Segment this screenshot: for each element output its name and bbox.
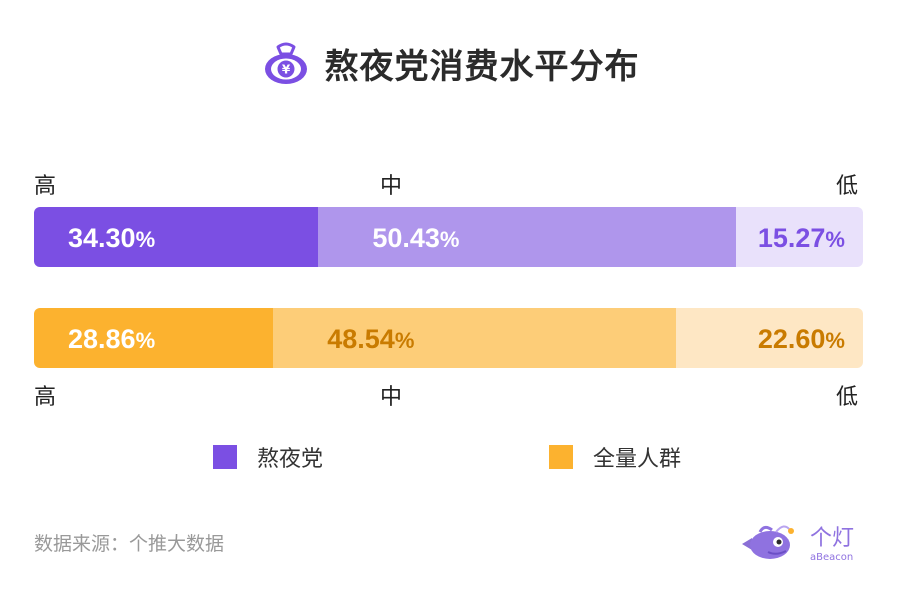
legend-item-series-2: 全量人群 — [549, 441, 681, 473]
legend-swatch-series-2 — [549, 445, 573, 469]
data-source: 数据来源：个推大数据 — [34, 534, 225, 555]
data-label-s2-high: 28.86% — [68, 324, 156, 354]
bottom-label-high: 高 — [34, 384, 57, 409]
data-label-s1-high: 34.30% — [68, 223, 156, 253]
bar-segment-s1-low: 15.27% — [736, 207, 863, 267]
legend-swatch-series-1 — [213, 445, 237, 469]
money-bag-icon: ¥ — [264, 42, 307, 84]
bar-segment-s2-high: 28.86% — [34, 308, 274, 368]
data-label-s2-mid: 48.54% — [327, 324, 415, 354]
abeacon-logo: 个灯 aBeacon — [742, 525, 854, 563]
legend-label-series-2: 全量人群 — [593, 446, 682, 471]
data-label-s1-mid: 50.43% — [372, 223, 460, 253]
data-label-s2-low: 22.60% — [757, 324, 845, 354]
bar-segment-s1-high: 34.30% — [34, 207, 319, 267]
legend-item-series-1: 熬夜党 — [213, 441, 323, 473]
logo-cn-text: 个灯 — [810, 526, 854, 551]
bottom-label-mid: 中 — [380, 384, 403, 409]
svg-text:¥: ¥ — [281, 63, 290, 77]
data-label-s1-low: 15.27% — [757, 223, 845, 253]
bar-segment-s2-mid: 48.54% — [273, 308, 676, 368]
top-label-mid: 中 — [380, 173, 403, 198]
bar-segment-s1-mid: 50.43% — [318, 207, 737, 267]
bottom-label-low: 低 — [836, 384, 859, 409]
bar-segment-s2-low: 22.60% — [675, 308, 863, 368]
legend-label-series-1: 熬夜党 — [257, 446, 324, 471]
logo-en-text: aBeacon — [810, 552, 853, 563]
chart-title: 熬夜党消费水平分布 — [324, 47, 640, 86]
anglerfish-mascot-icon — [742, 525, 794, 559]
bar-series-1: 34.30% 50.43% 15.27% — [34, 207, 863, 267]
title-row: ¥ 熬夜党消费水平分布 — [0, 38, 900, 88]
top-label-low: 低 — [836, 173, 859, 198]
top-label-high: 高 — [34, 173, 57, 198]
bar-series-2: 28.86% 48.54% 22.60% — [34, 308, 863, 368]
